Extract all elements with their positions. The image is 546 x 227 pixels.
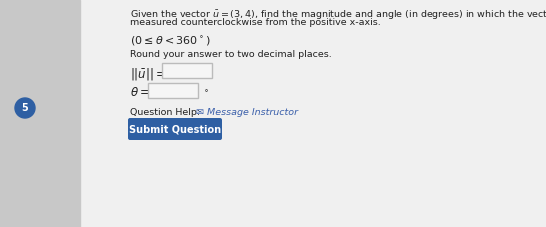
Text: $^\circ$: $^\circ$ xyxy=(202,86,210,99)
Text: Message Instructor: Message Instructor xyxy=(207,108,298,117)
Bar xyxy=(80,0,546,227)
Text: measured counterclockwise from the positive x-axis.: measured counterclockwise from the posit… xyxy=(130,18,381,27)
Text: Round your answer to two decimal places.: Round your answer to two decimal places. xyxy=(130,50,332,59)
Text: $\theta =$: $\theta =$ xyxy=(130,86,150,99)
Text: 5: 5 xyxy=(22,103,28,113)
Circle shape xyxy=(15,98,35,118)
FancyBboxPatch shape xyxy=(128,118,222,140)
Text: Given the vector $\bar{u} = (3, 4)$, find the magnitude and angle (in degrees) i: Given the vector $\bar{u} = (3, 4)$, fin… xyxy=(130,8,546,21)
Text: Submit Question: Submit Question xyxy=(129,124,221,134)
Text: ✉: ✉ xyxy=(195,108,203,117)
Bar xyxy=(148,83,198,98)
Bar xyxy=(162,63,212,78)
Text: $||\bar{u}|| =$: $||\bar{u}|| =$ xyxy=(130,66,166,82)
Text: $(0 \leq \theta < 360^\circ)$: $(0 \leq \theta < 360^\circ)$ xyxy=(130,35,211,48)
Bar xyxy=(0,0,80,227)
Text: Question Help:: Question Help: xyxy=(130,108,200,117)
